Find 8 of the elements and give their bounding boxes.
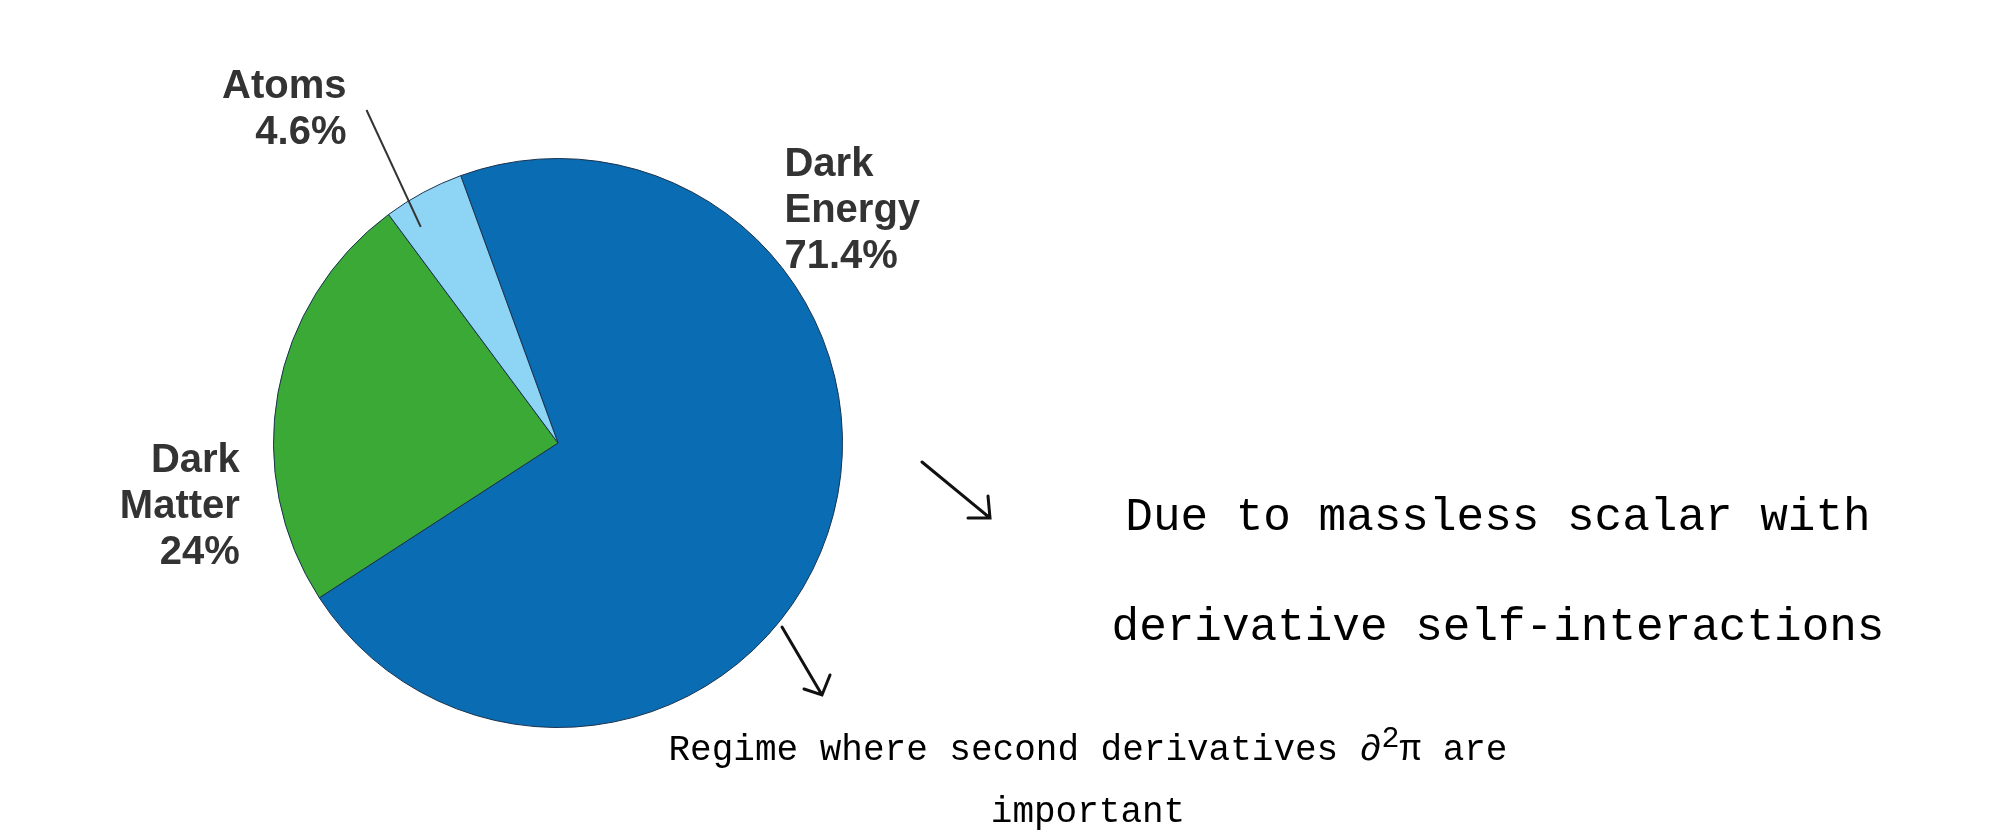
text: Regime where second derivatives ∂$^{2}$π are important (668, 722, 1508, 833)
data-label: 4.6% (255, 108, 347, 153)
text: Due to massless scalar with derivative self-interactions (1111, 492, 1885, 654)
slice-label: Atoms (222, 62, 347, 107)
slice-label: Dark Energy (784, 139, 921, 230)
data-label: 24% (159, 527, 240, 572)
slice-label: Dark Matter (119, 435, 241, 526)
data-label: 71.4% (784, 231, 898, 276)
